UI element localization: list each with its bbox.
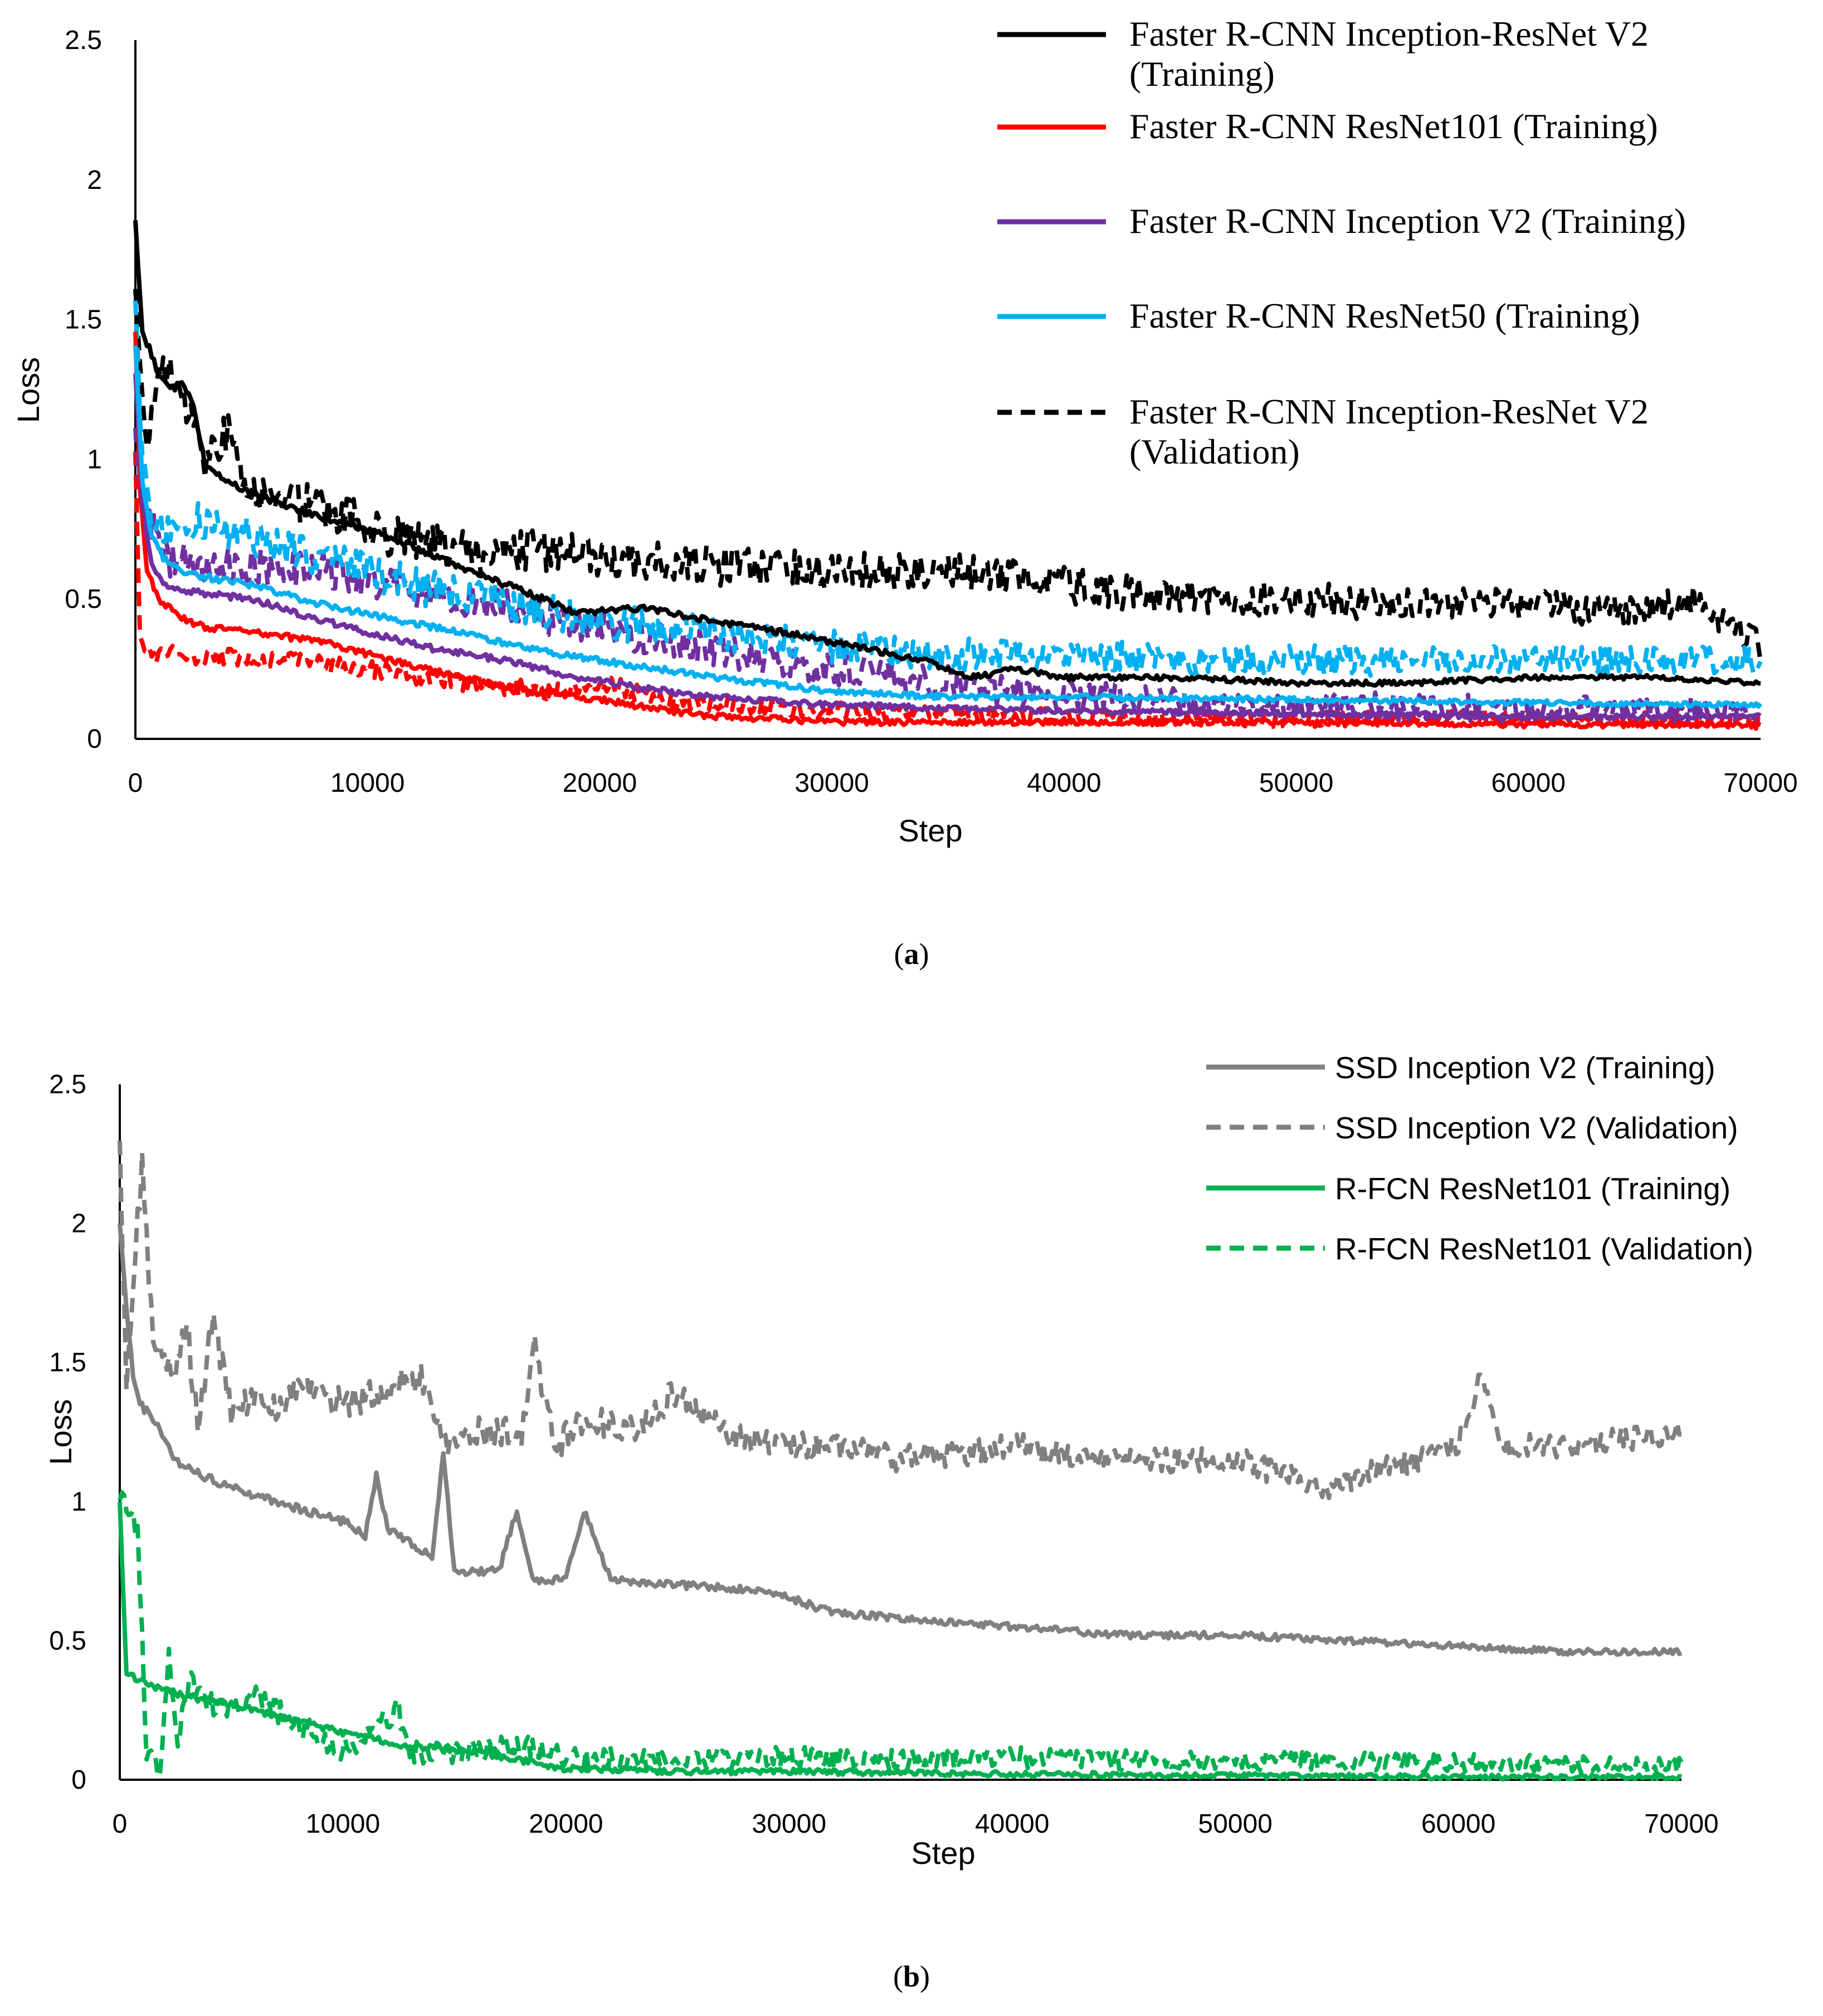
chart-b-xtick-label: 40000 xyxy=(975,1809,1049,1839)
chart-a-series-faster-r-cnn-resnet101-validation xyxy=(133,451,1763,731)
chart-a-legend-label: Faster R-CNN ResNet50 (Training) xyxy=(1129,296,1640,335)
chart-a-ytick-label: 0 xyxy=(87,724,102,754)
chart-b-legend: SSD Inception V2 (Training) SSD Inception… xyxy=(1206,1050,1753,1266)
chart-a-series-faster-r-cnn-resnet50-validation xyxy=(133,300,1763,678)
chart-a-legend: Faster R-CNN Inception-ResNet V2(Trainin… xyxy=(997,14,1686,471)
chart-b-xtick-label: 70000 xyxy=(1644,1809,1718,1839)
chart-a-xtick-label: 10000 xyxy=(330,768,404,798)
chart-a-ytick-label: 2 xyxy=(87,165,102,195)
chart-a-xtick-label: 0 xyxy=(128,768,143,798)
chart-a-legend-label: Faster R-CNN Inception-ResNet V2 xyxy=(1129,14,1649,53)
chart-a-xtick-label: 30000 xyxy=(794,768,869,798)
chart-a-ytick-label: 1 xyxy=(87,445,102,474)
chart-a-ytick-label: 0.5 xyxy=(65,585,102,614)
chart-b-legend-label: R-FCN ResNet101 (Training) xyxy=(1335,1171,1731,1206)
chart-b-ytick-label: 0.5 xyxy=(49,1626,86,1655)
chart-b-legend-label: SSD Inception V2 (Training) xyxy=(1335,1050,1715,1085)
chart-a-series-faster-r-cnn-inception-resnet-v2-training xyxy=(133,220,1761,688)
chart-a-series-faster-r-cnn-resnet101-training xyxy=(133,332,1762,730)
chart-b-ytick-label: 2.5 xyxy=(49,1070,86,1099)
chart-b-ytick-label: 2 xyxy=(71,1209,86,1239)
chart-b-legend-label: SSD Inception V2 (Validation) xyxy=(1335,1111,1738,1145)
chart-b-ytick-label: 0 xyxy=(71,1765,86,1795)
chart-a-legend-label: Faster R-CNN ResNet101 (Training) xyxy=(1129,106,1658,146)
chart-b-x-axis-title: Step xyxy=(911,1835,975,1871)
chart-b: 0 0.5 1 1.5 2 2.5 0 10000 20000 30000 40000 50000 60… xyxy=(43,1050,1753,1993)
chart-b-y-axis-title: Loss xyxy=(43,1399,78,1465)
chart-a-series-faster-r-cnn-resnet50-training xyxy=(133,345,1763,709)
chart-a-xtick-label: 20000 xyxy=(563,768,637,798)
chart-a-x-axis-title: Step xyxy=(898,813,962,848)
chart-b-ytick-label: 1 xyxy=(71,1487,86,1517)
chart-a-legend-label: (Training) xyxy=(1129,54,1275,94)
chart-a-xtick-label: 40000 xyxy=(1027,768,1101,798)
chart-b-xtick-label: 60000 xyxy=(1421,1809,1495,1839)
chart-a-xtick-label: 50000 xyxy=(1259,768,1333,798)
chart-b-xtick-label: 0 xyxy=(113,1809,128,1839)
chart-a-series-faster-r-cnn-inception-v2-training xyxy=(133,373,1762,722)
chart-a-series-faster-r-cnn-inception-resnet-v2-validation xyxy=(133,289,1763,663)
chart-b-xtick-label: 20000 xyxy=(529,1809,603,1839)
chart-b-caption: (b) xyxy=(893,1960,930,1993)
chart-b-ytick-label: 1.5 xyxy=(49,1348,86,1377)
chart-a-xtick-label: 60000 xyxy=(1491,768,1566,798)
chart-b-xtick-label: 30000 xyxy=(752,1809,826,1839)
chart-a-legend-label: (Validation) xyxy=(1129,432,1300,471)
chart-b-legend-label: R-FCN ResNet101 (Validation) xyxy=(1335,1231,1753,1266)
chart-a-legend-label: Faster R-CNN Inception V2 (Training) xyxy=(1129,201,1686,241)
chart-b-xtick-label: 10000 xyxy=(306,1809,380,1839)
chart-a-ytick-label: 2.5 xyxy=(65,26,102,55)
chart-b-series-r-fcn-resnet101-validation xyxy=(118,1490,1684,1779)
chart-b-series-r-fcn-resnet101-training xyxy=(118,1501,1683,1782)
chart-a: 0 0.5 1 1.5 2 2.5 0 10000 20000 30000 40000 50000 60… xyxy=(11,14,1798,971)
chart-b-series-ssd-inception-v2-training xyxy=(118,1224,1682,1657)
chart-a-y-axis-title: Loss xyxy=(11,357,46,423)
chart-b-xtick-label: 50000 xyxy=(1198,1809,1272,1839)
chart-a-legend-label: Faster R-CNN Inception-ResNet V2 xyxy=(1129,392,1649,431)
chart-a-ytick-label: 1.5 xyxy=(65,305,102,335)
chart-a-caption: (a) xyxy=(894,937,929,971)
chart-b-series-ssd-inception-v2-validation xyxy=(118,1141,1682,1501)
chart-a-xtick-label: 70000 xyxy=(1723,768,1797,798)
